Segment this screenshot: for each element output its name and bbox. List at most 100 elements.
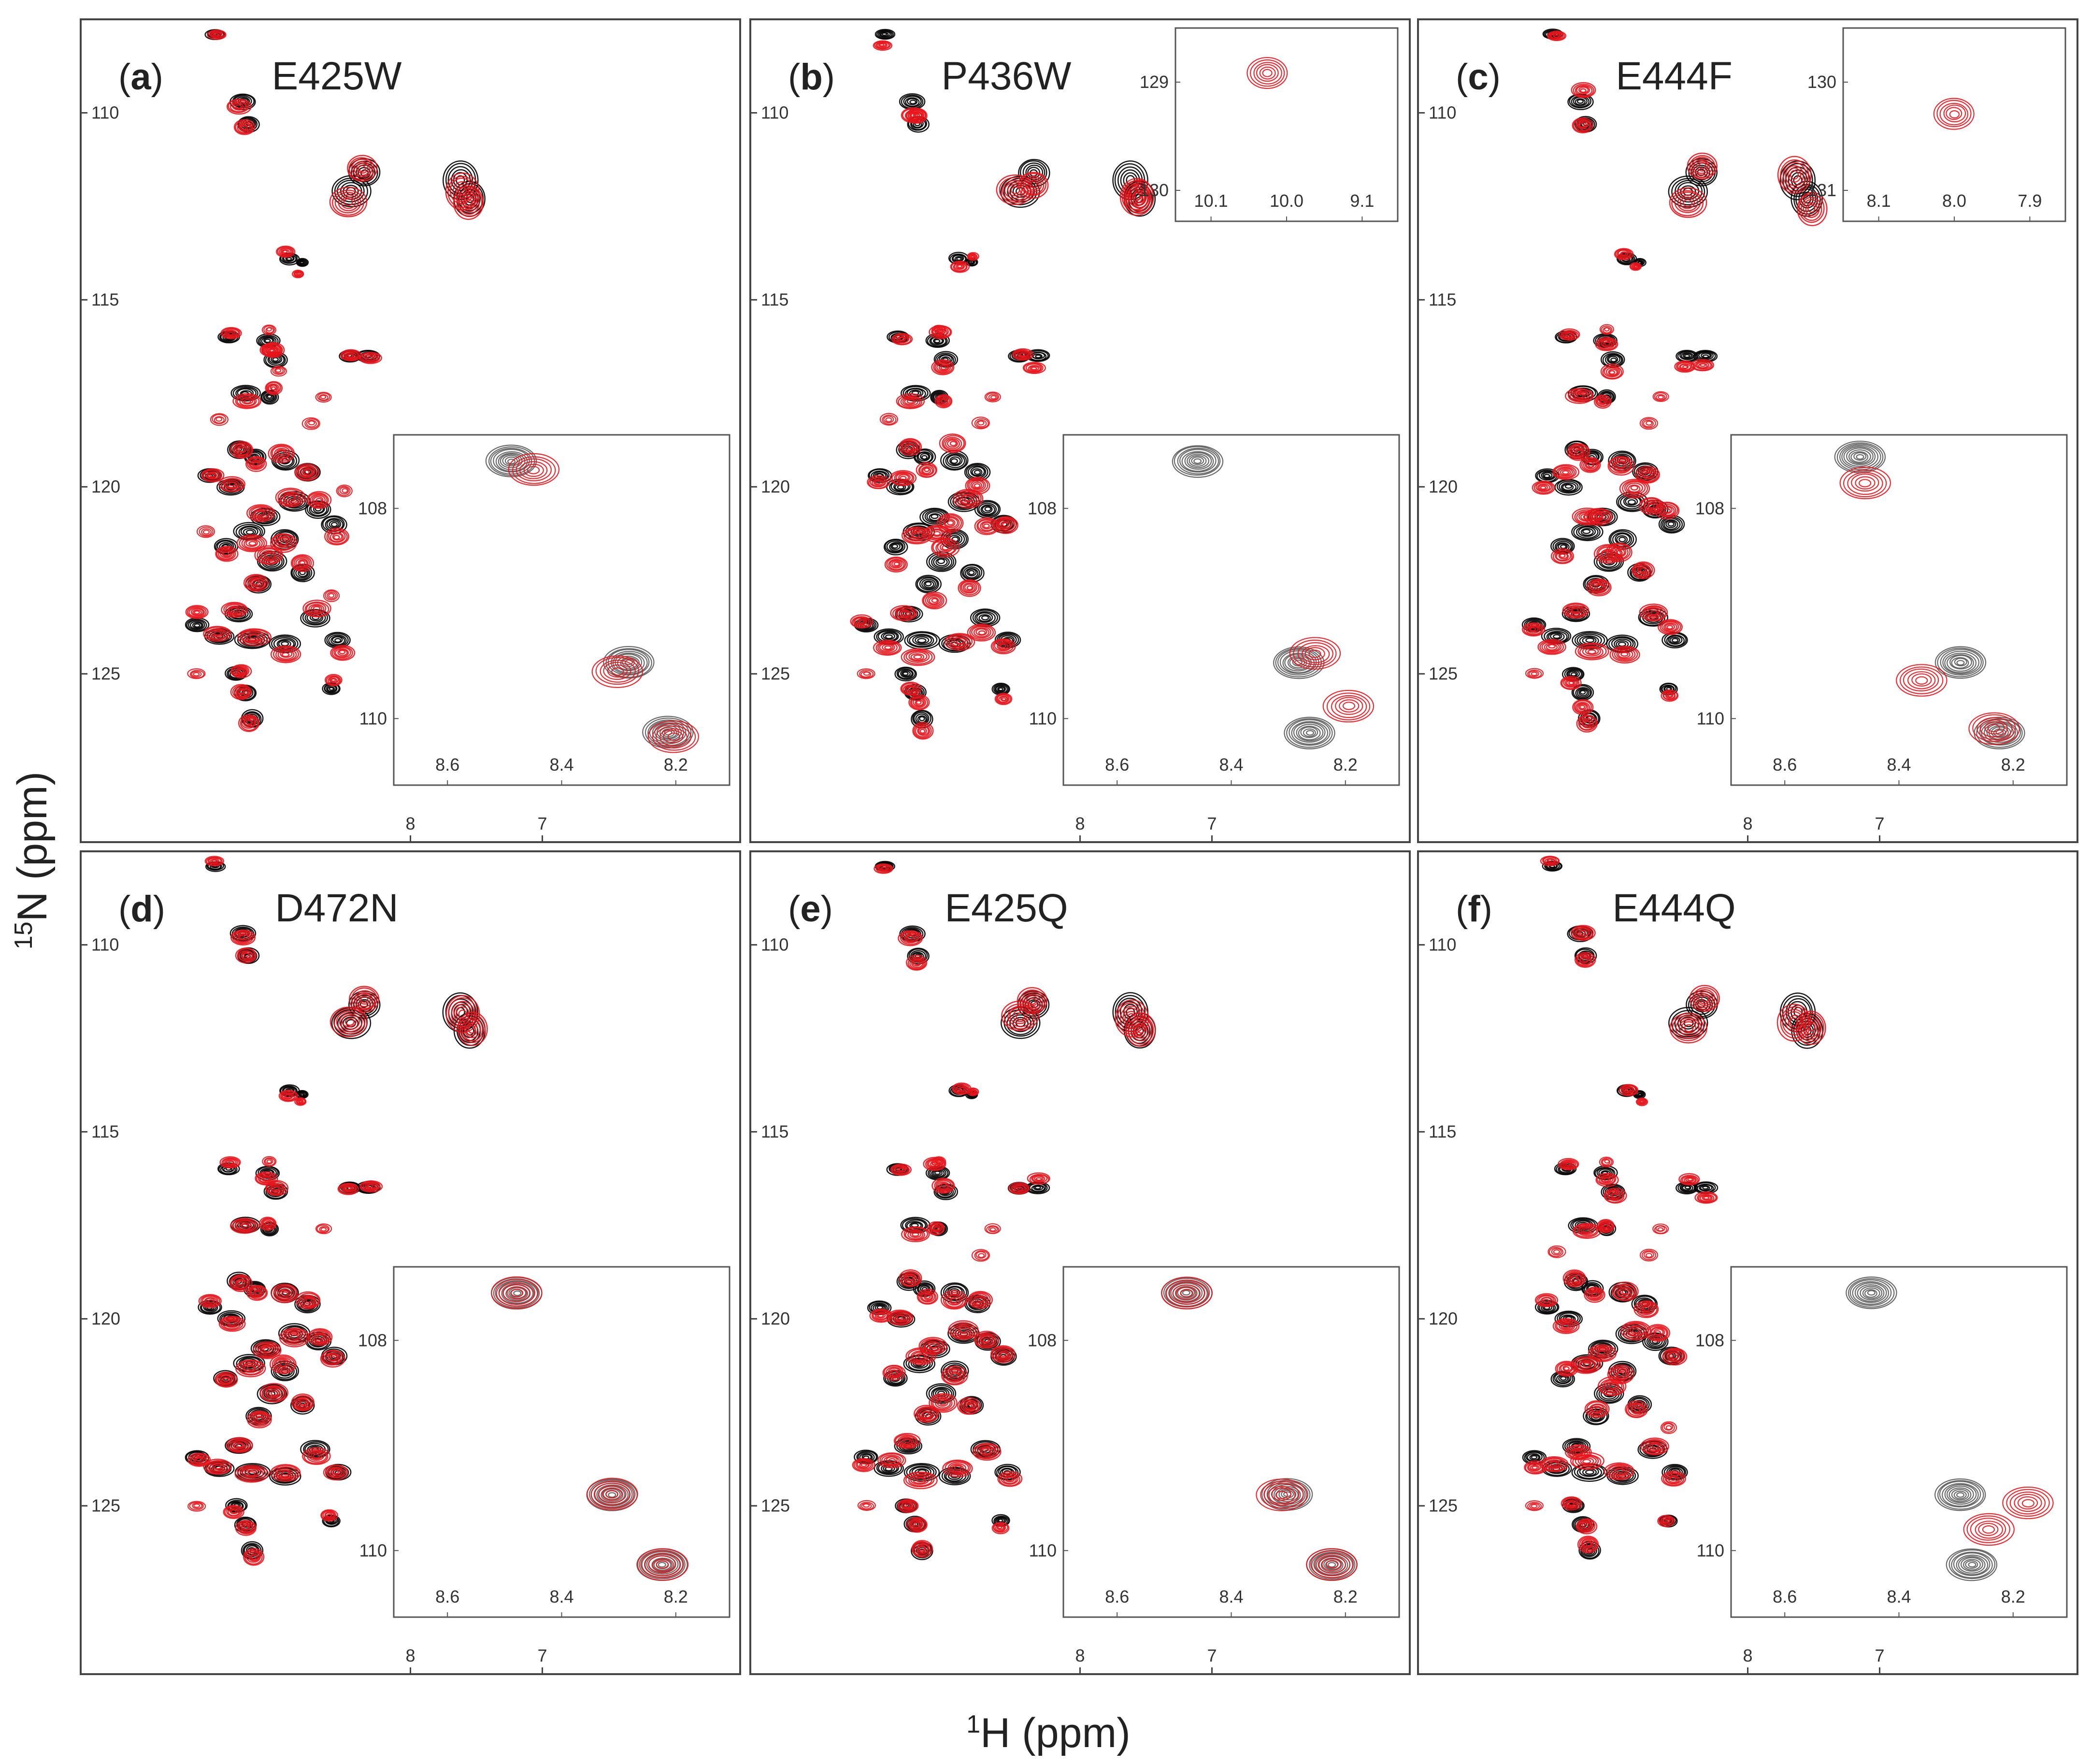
peak-mutant xyxy=(942,1459,973,1477)
paren-close: ) xyxy=(151,57,163,98)
peak-mutant xyxy=(1582,1228,1590,1233)
peak-mutant xyxy=(1605,367,1619,377)
inset-peak-reference xyxy=(1944,652,1977,674)
peak-mutant-extra xyxy=(1601,1158,1613,1166)
peak-reference xyxy=(903,1463,940,1482)
peak-mutant xyxy=(294,463,320,481)
peak-mutant-extra xyxy=(266,327,272,332)
peak-mutant xyxy=(908,1518,927,1532)
peak-mutant xyxy=(281,1291,288,1297)
peak-mutant xyxy=(896,1315,904,1320)
inset-peak-mutant xyxy=(1326,692,1371,720)
peak-mutant xyxy=(900,681,922,696)
peak-mutant xyxy=(1540,1456,1569,1472)
peak-mutant-extra xyxy=(1553,1249,1561,1254)
peak-mutant xyxy=(1787,167,1802,183)
peak-mutant xyxy=(1530,1464,1540,1471)
peak-mutant xyxy=(339,649,346,655)
peak-mutant xyxy=(1541,641,1562,653)
peak-mutant xyxy=(899,475,907,481)
peak-mutant xyxy=(1671,1354,1678,1359)
peak-mutant xyxy=(1577,1535,1599,1554)
peak-reference xyxy=(905,97,920,107)
peak-mutant xyxy=(218,548,235,560)
peak-mutant xyxy=(337,1183,359,1195)
peak-mutant xyxy=(348,157,375,180)
peak-mutant xyxy=(274,447,289,459)
peak-mutant xyxy=(313,496,324,504)
peak-mutant-extra xyxy=(1599,324,1614,335)
mutant-name: E444Q xyxy=(1612,886,1735,930)
inset-peak-reference xyxy=(658,1562,666,1568)
peak-mutant xyxy=(919,464,935,476)
peak-mutant xyxy=(1590,1346,1615,1361)
peak-reference xyxy=(1684,354,1690,358)
peak-mutant xyxy=(1576,954,1592,966)
peak-mutant xyxy=(912,533,920,538)
peak-mutant xyxy=(280,650,293,658)
peak-mutant xyxy=(458,190,480,215)
peak-mutant xyxy=(901,1500,916,1510)
peak-reference xyxy=(1606,354,1621,364)
peak-mutant xyxy=(1532,480,1555,495)
peak-reference xyxy=(332,636,343,644)
peak-reference xyxy=(1579,635,1599,646)
peak-reference xyxy=(915,713,928,724)
inset-peak-reference xyxy=(1848,449,1871,464)
inset-peak-reference xyxy=(1281,1490,1294,1499)
peak-mutant xyxy=(1664,1348,1686,1364)
peak-mutant-extra xyxy=(1652,391,1669,402)
peak-reference xyxy=(1685,158,1718,186)
peak-mutant xyxy=(889,559,903,569)
peak-mutant xyxy=(962,1401,976,1411)
peak-mutant xyxy=(1680,1175,1699,1186)
peak-mutant xyxy=(215,545,239,562)
peak-mutant xyxy=(1598,1219,1614,1232)
peak-mutant xyxy=(279,1328,310,1348)
peak-mutant xyxy=(299,1294,317,1308)
inset-peak-mutant xyxy=(1979,719,2008,738)
peak-mutant xyxy=(979,1334,994,1345)
inset-peak-reference xyxy=(1942,1483,1979,1507)
peak-mutant xyxy=(918,1546,925,1551)
inset-peak-reference xyxy=(1942,650,1979,674)
peak-reference xyxy=(299,570,306,575)
peak-reference xyxy=(336,179,365,202)
peak-mutant xyxy=(1615,461,1626,470)
peak-mutant xyxy=(1560,1322,1572,1330)
peak-mutant xyxy=(879,643,895,652)
peak-mutant xyxy=(272,646,299,662)
peak-mutant xyxy=(1580,513,1593,521)
inset-x-tick-label: 8.4 xyxy=(1887,1587,1911,1606)
peak-reference xyxy=(1552,1371,1574,1386)
peak-mutant xyxy=(246,1365,255,1371)
peak-mutant xyxy=(898,438,922,456)
peak-mutant xyxy=(256,1173,276,1185)
inset-peak-reference xyxy=(639,1549,686,1579)
peak-mutant xyxy=(223,478,243,490)
peak-mutant xyxy=(1785,165,1804,186)
peak-mutant xyxy=(307,492,329,508)
peak-mutant-extra xyxy=(863,1503,870,1508)
peak-mutant-extra xyxy=(857,668,875,679)
peak-mutant xyxy=(200,1294,220,1307)
inset-peak-mutant xyxy=(1301,645,1330,663)
peak-reference xyxy=(1608,356,1618,363)
peak-mutant xyxy=(937,542,953,553)
inset-peak-mutant xyxy=(1936,100,1972,128)
peak-mutant xyxy=(268,1389,280,1397)
peak-mutant xyxy=(881,1454,902,1466)
inset-peak-reference xyxy=(1948,1549,1996,1579)
peak-mutant xyxy=(996,641,1011,651)
peak-mutant xyxy=(261,1346,273,1354)
peak-reference xyxy=(943,1283,967,1301)
peak-mutant xyxy=(263,1347,271,1352)
inset-peak-mutant xyxy=(1172,1284,1201,1303)
inset-y-tick-label: 131 xyxy=(1807,180,1836,200)
peak-reference xyxy=(1610,358,1617,362)
peak-mutant xyxy=(1552,1318,1580,1334)
peak-mutant xyxy=(1590,1291,1600,1298)
peak-mutant xyxy=(1661,621,1679,632)
peak-mutant xyxy=(1592,582,1606,592)
